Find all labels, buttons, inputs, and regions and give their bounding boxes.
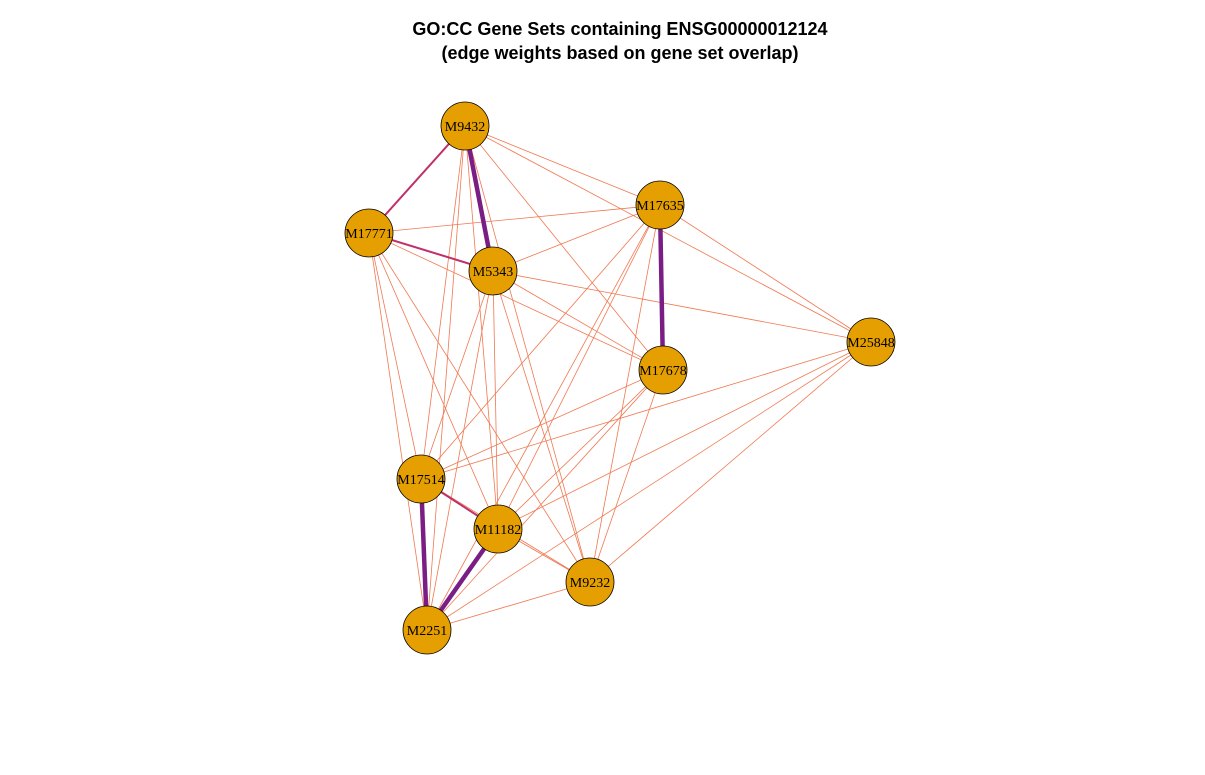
node-circle (402, 605, 452, 655)
node-circle (638, 345, 688, 395)
edge-M17771-M11182 (368, 232, 499, 530)
edge-M17514-M2251 (418, 478, 430, 631)
edge-M5343-M25848 (492, 270, 872, 343)
edge-M25848-M11182 (497, 341, 872, 530)
edge-M9432-M25848 (464, 125, 872, 343)
node-circle (565, 557, 615, 607)
node-M17514: M17514 (396, 454, 446, 504)
node-label: M2251 (407, 624, 447, 639)
edge-M9432-M2251 (426, 125, 466, 631)
node-label: M17514 (397, 473, 444, 488)
node-circle (473, 504, 523, 554)
nodes-layer: M9432 M17771 M5343 M17635 M25848 M17678 M17514… (344, 101, 896, 655)
edge-M17771-M9232 (368, 232, 591, 583)
node-label: M17678 (639, 364, 686, 379)
node-M9432: M9432 (440, 101, 490, 151)
edge-M17771-M2251 (368, 232, 428, 631)
edge-M17678-M9232 (589, 369, 664, 583)
node-label: M25848 (847, 336, 894, 351)
edge-M9432-M17514 (420, 125, 466, 480)
node-label: M9232 (570, 576, 610, 591)
node-circle (396, 454, 446, 504)
edge-M9232-M2251 (426, 581, 591, 631)
edge-M17678-M11182 (497, 369, 664, 530)
edge-M17635-M25848 (659, 204, 872, 343)
edge-M5343-M2251 (426, 270, 494, 631)
edge-M9432-M9232 (464, 125, 591, 583)
node-label: M5343 (473, 265, 513, 280)
edge-M9432-M17635 (464, 125, 661, 206)
chart-subtitle: (edge weights based on gene set overlap) (441, 43, 799, 63)
node-label: M17771 (345, 227, 392, 242)
node-M17678: M17678 (638, 345, 688, 395)
edge-M17635-M17678 (657, 204, 666, 371)
node-circle (468, 246, 518, 296)
edge-M17771-M17514 (368, 232, 422, 480)
edge-M9432-M5343 (462, 125, 496, 272)
node-circle (635, 180, 685, 230)
edges-layer (368, 125, 872, 632)
node-M11182: M11182 (473, 504, 523, 554)
node-label: M17635 (636, 199, 683, 214)
node-circle (440, 101, 490, 151)
edge-M5343-M17678 (492, 270, 664, 371)
node-M17771: M17771 (344, 208, 394, 258)
node-M9232: M9232 (565, 557, 615, 607)
node-circle (846, 317, 896, 367)
edge-M25848-M9232 (589, 341, 872, 583)
edge-M17635-M2251 (426, 204, 661, 631)
edge-M17678-M17514 (420, 369, 664, 480)
node-M2251: M2251 (402, 605, 452, 655)
edge-M9432-M11182 (464, 125, 499, 530)
edge-M17771-M17678 (368, 232, 664, 371)
edge-M5343-M17514 (420, 270, 494, 480)
edge-M17635-M9232 (589, 204, 661, 583)
edge-M17678-M2251 (426, 369, 664, 631)
edge-M25848-M2251 (426, 341, 872, 631)
edge-M5343-M9232 (492, 270, 591, 583)
edge-M17635-M17514 (420, 204, 661, 480)
edge-M17771-M17635 (368, 204, 661, 234)
edge-M9432-M17678 (464, 125, 664, 371)
node-M17635: M17635 (635, 180, 685, 230)
edge-M5343-M11182 (492, 270, 499, 530)
node-circle (344, 208, 394, 258)
edge-M25848-M17514 (420, 341, 872, 480)
edge-M17635-M11182 (497, 204, 661, 530)
node-M25848: M25848 (846, 317, 896, 367)
chart-title: GO:CC Gene Sets containing ENSG000000121… (412, 19, 828, 39)
node-label: M11182 (475, 523, 521, 538)
node-M5343: M5343 (468, 246, 518, 296)
node-label: M9432 (445, 120, 485, 135)
edge-M5343-M17635 (492, 204, 661, 272)
